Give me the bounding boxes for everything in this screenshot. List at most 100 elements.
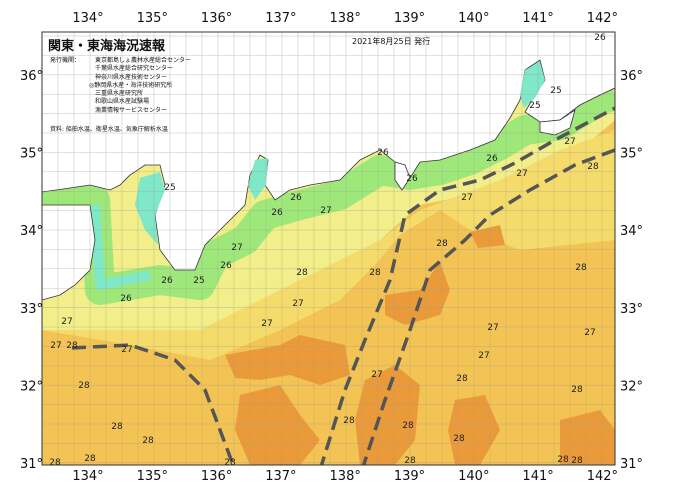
isotherm-label: 27 <box>121 345 132 355</box>
isotherm-label: 26 <box>486 154 498 164</box>
isotherm-label: 28 <box>587 162 599 172</box>
latitude-label: 33° <box>620 302 643 317</box>
latitude-label: 31° <box>20 457 43 472</box>
isotherm-label: 26 <box>271 208 283 218</box>
isotherm-label: 28 <box>224 458 236 468</box>
longitude-label: 134° <box>72 469 103 484</box>
isotherm-label: 28 <box>456 374 468 384</box>
isotherm-label: 28 <box>557 455 569 465</box>
longitude-label: 135° <box>137 469 168 484</box>
longitude-label: 138° <box>330 469 361 484</box>
isotherm-label: 27 <box>292 299 303 309</box>
isotherm-label: 27 <box>50 341 61 351</box>
isotherm-label: 25 <box>529 101 540 111</box>
latitude-label: 34° <box>620 224 643 239</box>
isotherm-label: 28 <box>66 341 78 351</box>
ise-bay <box>248 158 268 200</box>
isotherm-label: 28 <box>142 436 154 446</box>
isotherm-label: 26 <box>161 276 173 286</box>
latitude-label: 31° <box>620 457 643 472</box>
sea-warm-patch <box>385 262 450 325</box>
isotherm-label: 27 <box>516 169 527 179</box>
sea-27-south <box>42 130 615 360</box>
isotherm-labels: 25 26 26 27 26 26 26 27 27 27 28 26 25 25 26 27 26 25 26 27… <box>49 33 606 468</box>
osaka-bay <box>135 172 165 245</box>
isotherm-label: 26 <box>406 174 418 184</box>
longitude-label: 142° <box>587 469 618 484</box>
isotherm-label: 28 <box>453 434 465 444</box>
longitude-label: 138° <box>330 11 361 26</box>
longitude-label: 142° <box>587 11 618 26</box>
latitude-label: 33° <box>20 302 43 317</box>
kuroshio-dashed-line <box>71 343 235 465</box>
isotherm-label: 27 <box>61 317 72 327</box>
coastal-green-band <box>42 80 615 305</box>
isotherm-label: 25 <box>193 276 204 286</box>
issuer: 千葉県水産総合研究センター <box>95 65 174 73</box>
issuer: 神奈川県水産技術センター <box>95 73 168 81</box>
isotherm-label: 27 <box>564 137 575 147</box>
isotherm-label: 25 <box>550 86 561 96</box>
isotherm-label: 28 <box>571 456 583 466</box>
latitude-label: 34° <box>20 224 43 239</box>
latitude-label: 32° <box>20 379 43 394</box>
isotherm-label: 28 <box>404 456 416 466</box>
sea-warm-patch <box>470 225 505 248</box>
isotherm-label: 28 <box>296 268 308 278</box>
longitude-label: 141° <box>522 469 553 484</box>
tokyo-bay <box>520 62 545 108</box>
issuer-label: 発行機関： <box>50 57 81 64</box>
isotherm-label: 28 <box>343 416 355 426</box>
longitude-label: 137° <box>265 469 296 484</box>
latitude-label: 35° <box>620 147 643 162</box>
isotherm-label: 25 <box>164 183 175 193</box>
longitude-label: 135° <box>137 11 168 26</box>
longitude-label: 134° <box>72 11 103 26</box>
isotherm-label: 27 <box>584 328 595 338</box>
sea-warm-patch <box>225 335 350 385</box>
longitude-label: 137° <box>265 11 296 26</box>
latitude-label: 32° <box>620 379 643 394</box>
kuroshio-dashed-line <box>319 106 615 465</box>
issuer: ◎静岡県水産・海洋技術研究所 <box>89 81 173 89</box>
isotherm-label: 28 <box>436 239 448 249</box>
latitude-label: 35° <box>20 147 43 162</box>
issuer: 三重県水産研究所 <box>95 90 144 98</box>
data-source: 資料: 船舶水温、衛星水温、気象庁解析水温 <box>50 126 168 133</box>
isotherm-label: 26 <box>377 148 389 158</box>
longitude-label: 140° <box>458 469 489 484</box>
isotherm-label: 28 <box>369 268 381 278</box>
latitude-label: 36° <box>620 69 643 84</box>
isotherm-label: 28 <box>575 263 587 273</box>
isotherm-label: 28 <box>78 381 90 391</box>
longitude-label: 136° <box>201 11 232 26</box>
izu-peninsula <box>394 161 411 191</box>
isotherm-label: 28 <box>111 422 123 432</box>
isotherm-label: 27 <box>231 243 242 253</box>
isotherm-label: 26 <box>220 261 232 271</box>
axis-labels: 134° 134° 135° 135° 136° 136° 137° 137° 138° 138°… <box>20 11 643 484</box>
isotherm-label: 26 <box>290 193 302 203</box>
map-frame <box>41 31 616 466</box>
isotherm-label: 28 <box>571 385 583 395</box>
sea-warm-patch <box>560 410 615 465</box>
isotherm-label: 27 <box>478 351 489 361</box>
longitude-label: 139° <box>394 11 425 26</box>
isotherm-label: 27 <box>320 206 331 216</box>
latitude-label: 36° <box>20 69 43 84</box>
isotherm-label: 27 <box>371 370 382 380</box>
issuer-list: 発行機関： 東京都島しょ農林水産総合センター 千葉県水産総合研究センター 神奈川県… <box>50 57 191 115</box>
isotherm-label: 27 <box>261 319 272 329</box>
isotherm-label: 26 <box>120 294 132 304</box>
longitude-label: 141° <box>522 11 553 26</box>
isotherm-label: 28 <box>402 421 414 431</box>
isotherm-label: 27 <box>487 323 498 333</box>
kuroshio-dashed-line <box>361 148 615 465</box>
longitude-label: 139° <box>394 469 425 484</box>
issue-date: 2021年8月25日 発行 <box>352 37 431 46</box>
sea-warm-patch <box>235 385 320 465</box>
issuer: 漁業情報サービスセンター <box>95 106 168 114</box>
issuer: 東京都島しょ農林水産総合センター <box>95 57 192 64</box>
